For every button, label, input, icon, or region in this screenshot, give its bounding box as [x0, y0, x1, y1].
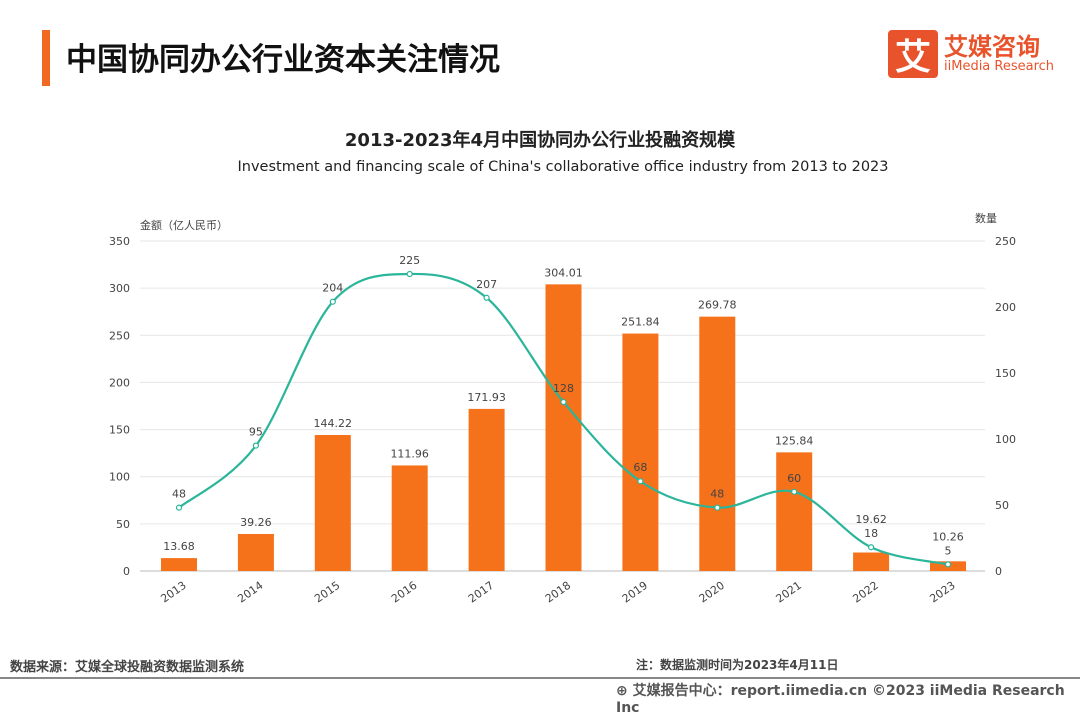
- left-tick-label: 50: [116, 518, 130, 531]
- bar: [314, 435, 351, 571]
- left-tick-label: 100: [109, 471, 130, 484]
- globe-icon: ⊕: [616, 683, 628, 699]
- line-point: [867, 544, 875, 551]
- x-tick-label: 2018: [543, 579, 573, 606]
- x-tick-label: 2022: [850, 579, 880, 606]
- line-point: [560, 398, 567, 406]
- line-point: [483, 294, 490, 301]
- line-point: [944, 561, 952, 568]
- bar: [622, 333, 659, 571]
- data-note: 注：数据监测时间为2023年4月11日: [636, 658, 839, 672]
- bar: [699, 316, 736, 571]
- left-tick-label: 150: [109, 424, 130, 437]
- bar-value-label: 251.84: [621, 316, 660, 329]
- page-title: 中国协同办公行业资本关注情况: [66, 42, 500, 78]
- left-tick-label: 0: [123, 565, 130, 578]
- line-point: [637, 478, 644, 485]
- line-value-label: 204: [322, 282, 343, 295]
- line-point: [714, 504, 721, 511]
- x-tick-label: 2023: [927, 579, 957, 606]
- x-tick-label: 2014: [235, 579, 265, 606]
- count-line: [178, 272, 949, 566]
- x-tick-label: 2016: [389, 579, 419, 606]
- logo: 艾 艾媒咨询 iiMedia Research: [888, 30, 1054, 78]
- footer-divider: [0, 677, 1080, 679]
- chart-title: 2013-2023年4月中国协同办公行业投融资规模: [344, 130, 736, 151]
- bar-value-label: 111.96: [390, 447, 429, 460]
- bar: [776, 452, 813, 571]
- x-tick-label: 2017: [466, 579, 496, 606]
- line-value-label: 48: [172, 488, 186, 501]
- footer-credit: ⊕ 艾媒报告中心：report.iimedia.cn ©2023 iiMedia…: [616, 680, 1080, 716]
- left-tick-label: 200: [109, 376, 130, 389]
- right-tick-label: 0: [995, 565, 1002, 578]
- line-value-label: 60: [787, 472, 801, 485]
- right-tick-label: 100: [995, 433, 1016, 446]
- bar: [391, 465, 428, 571]
- logo-cn: 艾媒咨询: [944, 32, 1040, 61]
- left-tick-label: 350: [109, 235, 130, 248]
- bar: [161, 558, 197, 571]
- bar-value-label: 269.78: [698, 299, 737, 312]
- line-value-label: 207: [476, 278, 497, 291]
- right-tick-label: 250: [995, 235, 1016, 248]
- right-tick-label: 50: [995, 499, 1009, 512]
- x-tick-label: 2020: [697, 579, 727, 606]
- left-axis-label: 金额（亿人民币）: [140, 218, 228, 232]
- line-value-label: 128: [553, 382, 574, 395]
- x-tick-label: 2013: [158, 579, 188, 606]
- bar: [237, 533, 274, 571]
- bar: [468, 408, 505, 571]
- line-value-label: 95: [249, 426, 263, 439]
- bar-value-label: 10.26: [932, 530, 964, 543]
- logo-mark: 艾: [888, 30, 938, 78]
- left-tick-label: 250: [109, 329, 130, 342]
- line-value-label: 68: [633, 461, 647, 474]
- footer-credit-text: 艾媒报告中心：report.iimedia.cn ©2023 iiMedia R…: [616, 683, 1065, 716]
- chart-subtitle: Investment and financing scale of China'…: [237, 159, 889, 175]
- left-tick-label: 300: [109, 282, 130, 295]
- line-point: [406, 270, 413, 278]
- x-tick-label: 2015: [312, 579, 342, 606]
- chart: 0 50 100 150 200 250 300 350 0 50 100 150 200 250 金额（亿…: [109, 212, 1016, 606]
- bar-value-label: 125.84: [775, 434, 814, 447]
- line-value-label: 18: [864, 527, 878, 540]
- x-tick-label: 2021: [774, 579, 804, 606]
- line-point: [252, 442, 259, 449]
- bar: [545, 284, 582, 571]
- bar-value-label: 19.62: [855, 513, 887, 526]
- bar-value-label: 39.26: [240, 516, 272, 529]
- bar-value-label: 304.01: [544, 266, 583, 279]
- bar-value-label: 144.22: [314, 417, 353, 430]
- line-value-label: 48: [710, 488, 724, 501]
- line-value-label: 5: [945, 544, 952, 557]
- line-value-label: 225: [399, 254, 420, 267]
- right-axis-label: 数量: [975, 212, 997, 225]
- right-tick-label: 200: [995, 301, 1016, 314]
- logo-en: iiMedia Research: [944, 59, 1055, 75]
- title-accent-bar: [42, 30, 50, 86]
- line-point: [175, 504, 183, 511]
- x-tick-label: 2019: [620, 579, 650, 606]
- bar-value-label: 13.68: [163, 540, 195, 553]
- data-source: 数据来源：艾媒全球投融资数据监测系统: [10, 660, 245, 675]
- right-tick-label: 150: [995, 367, 1016, 380]
- bar: [853, 552, 890, 571]
- bar-value-label: 171.93: [467, 391, 506, 404]
- line-point: [329, 298, 336, 305]
- line-point: [791, 488, 798, 495]
